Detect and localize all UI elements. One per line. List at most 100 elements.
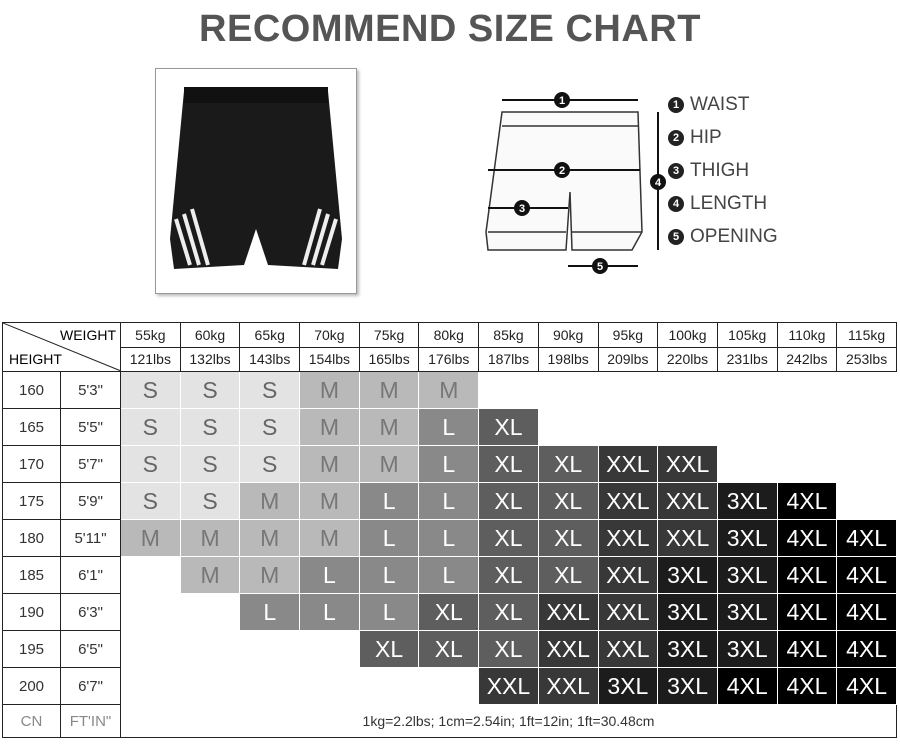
size-cell: XL bbox=[358, 630, 420, 668]
size-cell: 3XL bbox=[716, 482, 778, 520]
size-cell: 4XL bbox=[776, 630, 838, 668]
size-cell: M bbox=[418, 371, 480, 409]
height-cm-cell: 180 bbox=[2, 519, 61, 557]
size-cell: XXL bbox=[597, 445, 659, 483]
weight-kg-header: 90kg bbox=[537, 322, 599, 348]
size-table: WEIGHT HEIGHT 55kg 60kg 65kg 70kg 75kg 80kg 85kg… bbox=[2, 322, 897, 738]
size-cell: S bbox=[179, 408, 241, 446]
size-cell: 4XL bbox=[836, 593, 897, 631]
size-cell: XXL bbox=[537, 630, 599, 668]
weight-kg-header: 70kg bbox=[299, 322, 360, 348]
size-cell: XXL bbox=[657, 482, 718, 520]
size-cell: M bbox=[299, 371, 360, 409]
legend-label: LENGTH bbox=[690, 192, 768, 214]
size-cell: XL bbox=[418, 630, 480, 668]
header-row-lbs: 121lbs 132lbs 143lbs 154lbs 165lbs 176lbs 187l… bbox=[3, 346, 897, 372]
size-cell bbox=[836, 408, 897, 446]
height-ft-cell: 5'5" bbox=[60, 408, 121, 446]
svg-text:4: 4 bbox=[655, 177, 662, 189]
weight-kg-header: 110kg bbox=[776, 322, 838, 348]
size-cell: M bbox=[239, 519, 301, 557]
size-cell bbox=[239, 630, 301, 668]
svg-text:5: 5 bbox=[597, 261, 603, 273]
size-cell: XXL bbox=[597, 593, 659, 631]
table-row: 195 6'5" XL XL XL XXL XXL 3XL 3XL 4XL 4XL bbox=[2, 630, 897, 668]
height-cm-cell: 185 bbox=[2, 556, 61, 594]
size-cell: 3XL bbox=[597, 667, 659, 705]
diagonal-divider bbox=[3, 323, 120, 371]
size-cell: XL bbox=[537, 482, 599, 520]
weight-kg-header: 65kg bbox=[239, 322, 301, 348]
legend-item-hip: 2 HIP bbox=[668, 121, 778, 154]
size-cell bbox=[537, 371, 599, 409]
size-cell: XL bbox=[537, 445, 599, 483]
size-cell: S bbox=[239, 371, 301, 409]
size-cell: XXL bbox=[597, 630, 659, 668]
legend-item-thigh: 3 THIGH bbox=[668, 154, 778, 187]
size-cell bbox=[239, 667, 301, 705]
weight-kg-header: 105kg bbox=[716, 322, 778, 348]
size-cell bbox=[597, 371, 659, 409]
number-5-icon: 5 bbox=[668, 228, 684, 245]
height-ft-cell: 5'9" bbox=[60, 482, 121, 520]
size-cell: XXL bbox=[657, 519, 718, 557]
svg-text:3: 3 bbox=[519, 203, 525, 215]
legend-item-length: 4 LENGTH bbox=[668, 187, 778, 220]
size-cell: XL bbox=[478, 519, 539, 557]
size-cell bbox=[120, 630, 181, 668]
height-ft-cell: 5'3" bbox=[60, 371, 121, 409]
size-cell bbox=[597, 408, 659, 446]
size-cell: 4XL bbox=[776, 519, 838, 557]
size-cell: XXL bbox=[597, 482, 659, 520]
size-cell bbox=[716, 408, 778, 446]
size-cell: M bbox=[299, 408, 360, 446]
legend-label: THIGH bbox=[690, 159, 750, 181]
height-cm-cell: 175 bbox=[2, 482, 61, 520]
number-2-icon: 2 bbox=[668, 129, 684, 146]
size-cell bbox=[716, 371, 778, 409]
weight-lbs-header: 242lbs bbox=[776, 346, 838, 372]
size-cell bbox=[358, 667, 420, 705]
page-title: RECOMMEND SIZE CHART bbox=[199, 8, 701, 50]
table-row: 200 6'7" XXL XXL 3XL 3XL 4XL 4XL 4XL bbox=[2, 667, 897, 705]
size-cell: S bbox=[179, 371, 241, 409]
size-cell: S bbox=[179, 482, 241, 520]
size-cell bbox=[179, 593, 241, 631]
size-cell: L bbox=[418, 519, 480, 557]
weight-lbs-header: 165lbs bbox=[358, 346, 420, 372]
size-cell: XL bbox=[478, 445, 539, 483]
size-cell: L bbox=[358, 482, 420, 520]
table-row: 170 5'7" S S S M M L XL XL XXL XXL bbox=[2, 445, 897, 483]
size-cell: 3XL bbox=[716, 593, 778, 631]
size-cell: S bbox=[120, 445, 181, 483]
size-cell: 4XL bbox=[836, 519, 897, 557]
size-cell: M bbox=[358, 371, 420, 409]
weight-label: WEIGHT bbox=[60, 327, 116, 343]
number-1-icon: 1 bbox=[668, 96, 684, 113]
size-cell: 4XL bbox=[836, 630, 897, 668]
weight-lbs-header: 187lbs bbox=[478, 346, 539, 372]
size-cell: 3XL bbox=[716, 519, 778, 557]
weight-kg-header: 55kg bbox=[120, 322, 181, 348]
height-cm-cell: 190 bbox=[2, 593, 61, 631]
size-cell: 3XL bbox=[657, 556, 718, 594]
size-cell bbox=[537, 408, 599, 446]
size-cell bbox=[657, 371, 718, 409]
weight-kg-header: 115kg bbox=[836, 322, 897, 348]
height-cm-cell: 165 bbox=[2, 408, 61, 446]
legend-label: OPENING bbox=[690, 225, 778, 247]
size-cell: M bbox=[179, 556, 241, 594]
legend-label: HIP bbox=[690, 126, 722, 148]
height-ft-cell: 6'5" bbox=[60, 630, 121, 668]
svg-text:2: 2 bbox=[559, 165, 565, 177]
size-cell: 4XL bbox=[836, 556, 897, 594]
size-cell bbox=[299, 667, 360, 705]
conversion-note: 1kg=2.2lbs; 1cm=2.54in; 1ft=12in; 1ft=30… bbox=[120, 704, 897, 738]
size-cell: XL bbox=[537, 519, 599, 557]
size-cell: L bbox=[358, 593, 420, 631]
size-cell: L bbox=[239, 593, 301, 631]
size-cell: XXL bbox=[597, 556, 659, 594]
size-cell: XXL bbox=[537, 667, 599, 705]
size-cell: XL bbox=[418, 593, 480, 631]
size-cell bbox=[836, 371, 897, 409]
